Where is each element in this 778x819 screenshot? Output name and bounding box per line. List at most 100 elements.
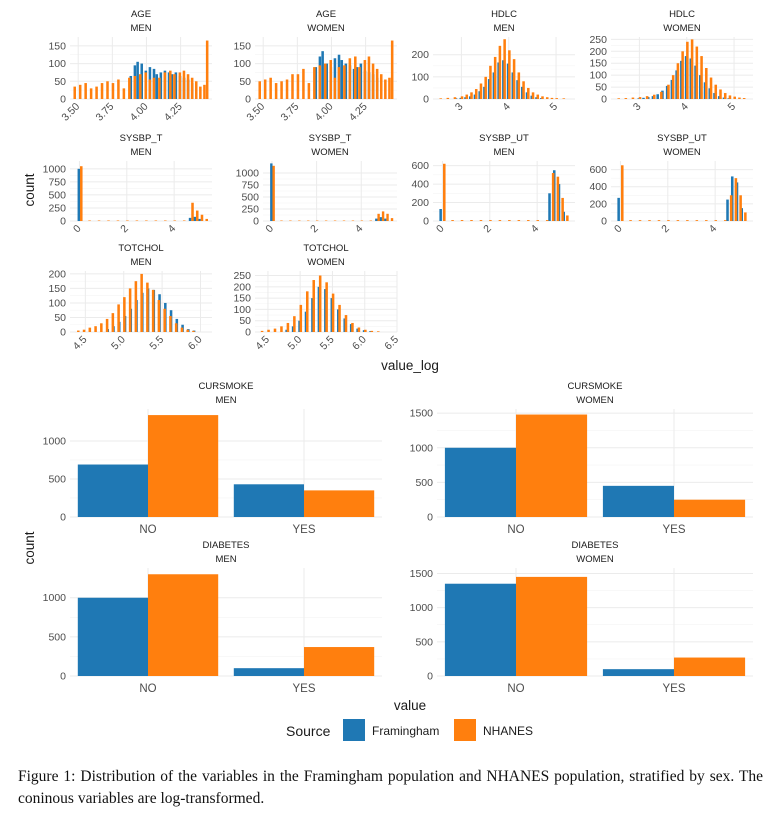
bar-nhanes [117,79,120,99]
bar-framingham [516,80,519,99]
caption-text: Distribution of the variables in the Fra… [18,768,764,807]
y-tick-label: 150 [589,58,607,70]
bar-nhanes [158,77,161,99]
bar-framingham-no [444,583,516,676]
bar-nhanes [465,94,469,99]
bar-framingham [140,63,143,99]
y-tick-label: 100 [233,304,251,316]
x-tick-label: 5.5 [318,334,337,353]
bar-nhanes [493,56,497,99]
x-tick-label: NO [507,524,524,536]
bar-nhanes [280,81,283,99]
bar-framingham [497,62,500,99]
bar-nhanes [728,95,732,99]
bar-nhanes-no [516,576,588,676]
bar-nhanes [556,176,560,221]
bar-nhanes [194,81,198,99]
y-tick-label: 100 [233,58,251,70]
x-tick-label: YES [662,683,685,695]
y-tick-label: 750 [48,176,66,188]
panel-title: AGE [131,9,151,20]
bar-nhanes [381,211,385,221]
bar-nhanes [517,220,521,221]
bar-framingham [675,70,678,99]
bar-nhanes [195,210,199,221]
bar-nhanes [169,316,172,332]
y-tick-label: 200 [233,281,251,293]
y-tick-label: 0 [60,216,66,228]
bar-nhanes [733,96,736,99]
bar-nhanes [489,220,492,221]
bar-nhanes [657,220,661,221]
y-tick-label: 400 [411,179,429,191]
bar-nhanes [508,220,511,221]
x-tick-label: 2 [308,223,321,236]
panel-subtitle: WOMEN [576,395,614,406]
x-tick-label: YES [662,524,685,536]
continuous-xlabel: value_log [381,358,439,373]
y-tick-label: 200 [589,198,607,210]
bar-nhanes [527,87,530,99]
bar-nhanes [263,79,267,99]
bar-nhanes [291,74,294,99]
bar-nhanes [200,214,204,221]
bar-nhanes [705,220,708,221]
bar-nhanes [258,81,261,99]
bar-nhanes [307,83,311,99]
x-tick-label: 2 [118,223,131,236]
bar-nhanes [358,67,361,99]
y-tick-label: 200 [411,197,429,209]
bar-nhanes [154,220,158,221]
bar-nhanes [77,330,80,332]
bar-nhanes [95,86,98,99]
bar-framingham-no [444,447,516,517]
bar-framingham [355,67,359,99]
bar-nhanes [517,72,521,99]
panel-title: TOTCHOL [118,243,163,254]
panel-subtitle: MEN [130,257,151,268]
bar-nhanes [709,77,713,99]
bar-nhanes [536,94,540,99]
bar-nhanes [182,70,186,99]
panel-title: TOTCHOL [303,243,348,254]
y-tick-label: 100 [48,58,66,70]
x-tick-label: 4 [678,101,691,114]
bar-framingham [174,72,178,99]
bar-framingham [459,97,463,99]
bar-framingham-no [77,597,148,676]
bar-framingham [270,163,273,221]
bar-nhanes [719,89,722,99]
y-tick-label: 200 [411,49,429,61]
x-tick-label: 4.25 [162,101,185,124]
bar-nhanes-yes [304,647,375,676]
y-tick-label: 0 [427,512,433,524]
bar-nhanes-no [148,415,219,517]
bar-nhanes [105,318,109,332]
bar-framingham [314,67,318,99]
bar-nhanes [536,220,540,221]
y-tick-label: 0 [60,94,66,106]
panel-subtitle: WOMEN [663,23,701,34]
bar-nhanes [660,91,663,99]
bar-nhanes [111,83,115,99]
bar-framingham [193,216,197,221]
bar-nhanes [135,220,139,221]
bar-framingham [321,51,324,99]
bar-nhanes [117,304,120,332]
bar-nhanes [729,195,733,221]
bar-framingham [77,168,81,221]
y-tick-label: 0 [245,327,251,339]
y-tick-label: 500 [415,477,433,489]
bar-nhanes [484,76,487,99]
x-tick-label: 4 [166,223,179,236]
bar-nhanes [280,326,283,332]
bar-nhanes [273,328,277,332]
bar-nhanes [386,213,389,221]
bar-nhanes [163,72,167,99]
bar-nhanes [690,39,694,99]
